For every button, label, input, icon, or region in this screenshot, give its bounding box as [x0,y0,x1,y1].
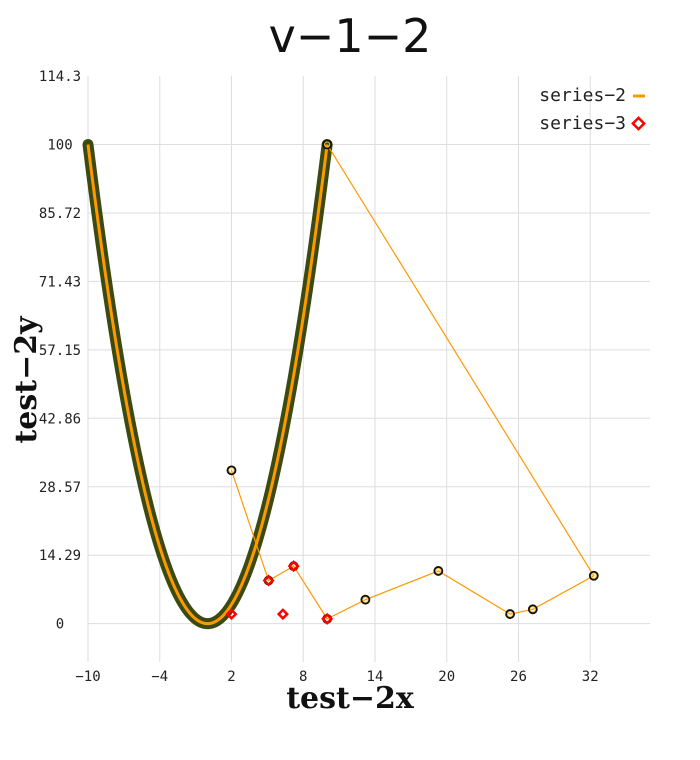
series-2-point [505,609,515,619]
series-2-point [226,465,237,476]
grid [87,76,650,662]
legend: series−2 series−3 [539,85,646,134]
legend-label-series-2: series−2 [539,85,626,106]
series-3-point [276,608,289,621]
series-2-line [230,144,595,620]
x-tick-label: −4 [151,669,168,685]
series-2-point [360,594,371,605]
series-2-point-inner [529,606,536,613]
series-2-curve-line [86,144,329,626]
y-tick-label: 114.3 [39,69,81,85]
legend-swatch-series-3 [631,116,646,131]
series-3-point [321,612,334,625]
series-2-point-inner [506,610,514,618]
y-tick-label: 28.57 [39,480,81,496]
y-tick-label: 71.43 [39,274,81,290]
x-axis-label: test−2x [286,681,415,716]
chart-title: v−1−2 [269,9,432,63]
x-tick-label: −10 [75,669,100,685]
series-2-point [588,570,599,581]
y-tick-label: 85.72 [39,206,81,222]
x-axis-ticks: −10 −4 2 8 14 20 26 32 [75,669,598,685]
series-2-point-inner [590,572,597,579]
x-tick-label: 26 [510,669,527,685]
y-tick-label: 0 [56,617,64,633]
legend-label-series-3: series−3 [539,113,626,134]
y-tick-label: 42.86 [39,411,81,427]
series-2-point-inner [228,467,235,474]
series-2-point-inner [324,141,331,148]
series-3-point [262,574,275,587]
plot-area [82,139,599,630]
series-2-point [433,566,444,576]
series-2-point-inner [435,567,442,575]
series-2-point [527,604,538,615]
y-tick-label: 100 [47,138,72,154]
series-3-point [225,608,238,621]
x-tick-label: 32 [582,669,599,685]
series-3-point [287,560,300,573]
x-tick-label: 14 [367,669,384,685]
y-tick-label: 14.29 [39,548,81,564]
y-axis-ticks: 0 14.29 28.57 42.86 57.15 71.43 85.72 100 114.3 [39,69,81,633]
y-axis-label: test−2y [9,315,44,444]
series-2-point-inner [362,596,369,603]
x-tick-label: 8 [299,669,307,685]
x-tick-label: 20 [438,669,455,685]
y-tick-label: 57.15 [39,343,81,359]
x-tick-label: 2 [227,669,235,685]
series-2-point [322,139,333,150]
